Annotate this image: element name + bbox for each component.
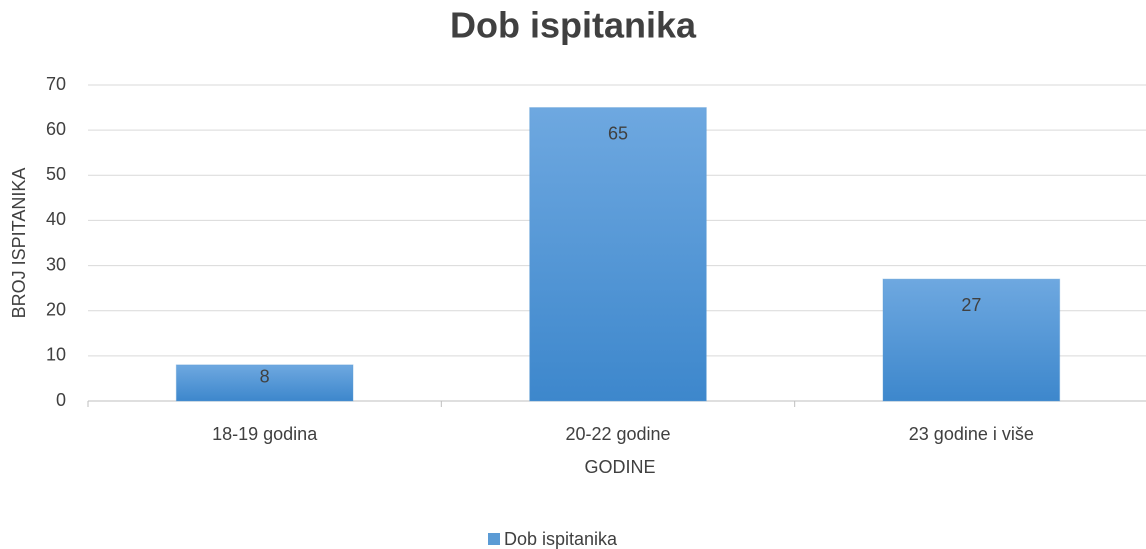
y-tick-label: 60: [46, 119, 66, 139]
data-label: 27: [961, 295, 981, 315]
x-axis-label: GODINE: [584, 457, 655, 477]
y-tick-label: 50: [46, 164, 66, 184]
y-tick-label: 70: [46, 74, 66, 94]
data-label: 8: [260, 367, 270, 387]
x-tick-label: 20-22 godine: [565, 424, 670, 444]
y-tick-label: 20: [46, 299, 66, 319]
y-tick-label: 40: [46, 209, 66, 229]
bar: [175, 364, 354, 402]
bar: [529, 107, 707, 402]
y-tick-label: 0: [56, 390, 66, 410]
x-tick-label: 18-19 godina: [212, 424, 318, 444]
legend-swatch: [488, 533, 500, 545]
legend-label: Dob ispitanika: [504, 529, 618, 549]
y-tick-label: 30: [46, 254, 66, 274]
data-label: 65: [608, 123, 628, 143]
y-tick-label: 10: [46, 345, 66, 365]
y-axis-label: BROJ ISPITANIKA: [9, 168, 29, 319]
bar: [882, 278, 1061, 402]
x-tick-label: 23 godine i više: [909, 424, 1034, 444]
chart-title: Dob ispitanika: [450, 5, 697, 46]
